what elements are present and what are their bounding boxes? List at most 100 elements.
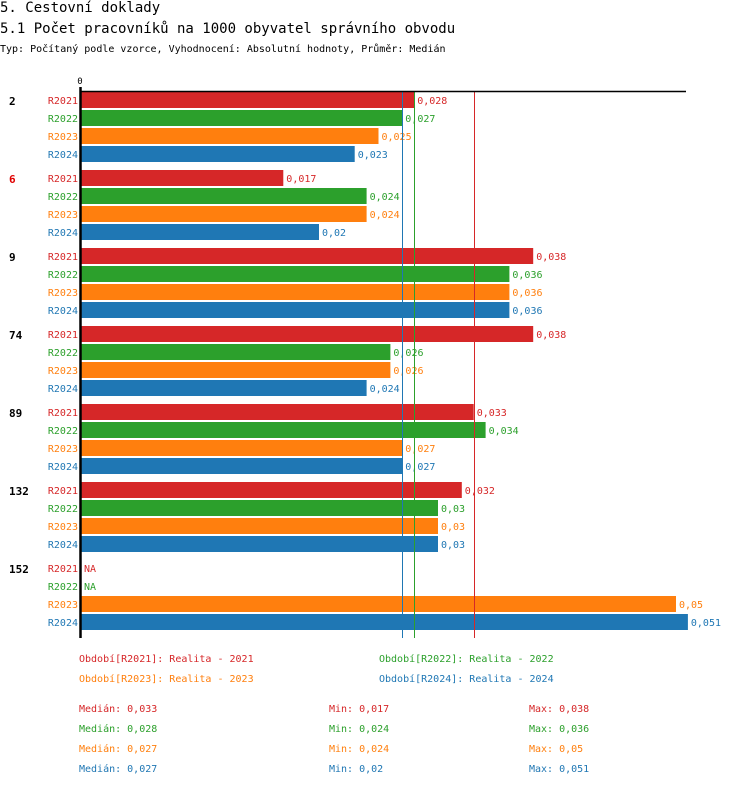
series-row-label: R2021 [48, 252, 78, 263]
stat-median-r2022: Medián: 0,028 [79, 724, 158, 735]
bar-r2023 [81, 284, 510, 300]
bar-value-label: 0,023 [358, 150, 388, 161]
series-row-label: R2022 [48, 504, 78, 515]
bar-value-label: 0,02 [322, 228, 346, 239]
bar-r2023 [81, 440, 403, 456]
bar-r2021 [81, 482, 462, 498]
bar-value-label: 0,027 [405, 444, 435, 455]
bar-value-label: 0,03 [441, 522, 465, 533]
bar-value-label: 0,024 [370, 210, 400, 221]
legend-item-r2024: Období[R2024]: Realita - 2024 [379, 674, 554, 685]
bar-value-label: 0,024 [370, 384, 400, 395]
series-row-label: R2023 [48, 522, 78, 533]
series-row-label: R2021 [48, 564, 78, 575]
series-row-label: R2024 [48, 384, 78, 395]
series-row-label: R2024 [48, 228, 78, 239]
stat-min-r2024: Min: 0,02 [329, 764, 384, 775]
category-label: 152 [9, 563, 29, 576]
legend-item-r2023: Období[R2023]: Realita - 2023 [79, 674, 254, 685]
series-row-label: R2023 [48, 288, 78, 299]
bar-r2021 [81, 404, 474, 420]
bar-value-label: 0,027 [405, 114, 435, 125]
stat-max-r2022: Max: 0,036 [529, 724, 590, 735]
series-row-label: R2022 [48, 114, 78, 125]
series-row-label: R2023 [48, 366, 78, 377]
bar-value-label: 0,027 [405, 462, 435, 473]
bar-r2022 [81, 422, 486, 438]
bar-r2024 [81, 614, 688, 630]
bar-r2022 [81, 110, 403, 126]
bar-value-label: 0,036 [512, 306, 542, 317]
bar-r2022 [81, 266, 510, 282]
bar-r2022 [81, 500, 438, 516]
series-row-label: R2022 [48, 426, 78, 437]
series-row-label: R2021 [48, 486, 78, 497]
stat-min-r2022: Min: 0,024 [329, 724, 390, 735]
series-row-label: R2021 [48, 174, 78, 185]
stat-median-r2023: Medián: 0,027 [79, 744, 158, 755]
bar-r2024 [81, 458, 403, 474]
series-row-label: R2022 [48, 270, 78, 281]
series-row-label: R2023 [48, 600, 78, 611]
chart-title: 5.1 Počet pracovníků na 1000 obyvatel sp… [0, 21, 456, 37]
stat-min-r2021: Min: 0,017 [329, 704, 390, 715]
bar-r2023 [81, 596, 676, 612]
bar-value-label: 0,028 [417, 96, 447, 107]
bar-r2021 [81, 170, 284, 186]
bar-r2024 [81, 536, 438, 552]
bar-r2022 [81, 344, 391, 360]
bar-value-label: 0,034 [489, 426, 519, 437]
series-row-label: R2024 [48, 150, 78, 161]
series-row-label: R2023 [48, 132, 78, 143]
stat-median-r2024: Medián: 0,027 [79, 764, 158, 775]
stat-max-r2023: Max: 0,05 [529, 744, 584, 755]
bar-r2024 [81, 302, 510, 318]
bar-value-label: 0,026 [393, 366, 423, 377]
stat-min-r2023: Min: 0,024 [329, 744, 390, 755]
bar-r2023 [81, 362, 391, 378]
series-row-label: R2024 [48, 618, 78, 629]
stat-max-r2021: Max: 0,038 [529, 704, 590, 715]
bar-value-label: 0,025 [382, 132, 412, 143]
bar-r2024 [81, 224, 319, 240]
bar-value-label: 0,033 [477, 408, 507, 419]
bar-r2023 [81, 518, 438, 534]
bar-value-label: 0,017 [286, 174, 316, 185]
x-tick-label: 0 [77, 77, 82, 87]
bar-r2021 [81, 92, 415, 108]
category-label: 74 [9, 329, 23, 342]
series-row-label: R2022 [48, 582, 78, 593]
series-row-label: R2024 [48, 540, 78, 551]
category-label: 6 [9, 173, 16, 186]
bar-r2023 [81, 206, 367, 222]
bar-r2021 [81, 248, 534, 264]
series-row-label: R2021 [48, 330, 78, 341]
stat-median-r2021: Medián: 0,033 [79, 704, 158, 715]
bar-value-label: 0,03 [441, 504, 465, 515]
category-label: 132 [9, 485, 29, 498]
bar-value-label: 0,036 [512, 288, 542, 299]
bar-value-label: 0,026 [393, 348, 423, 359]
bar-value-label: 0,051 [691, 618, 721, 629]
category-label: 9 [9, 251, 16, 264]
series-row-label: R2023 [48, 444, 78, 455]
series-row-label: R2022 [48, 192, 78, 203]
page-title: 5. Cestovní doklady [0, 0, 161, 16]
bar-value-label: NA [84, 582, 96, 593]
series-row-label: R2022 [48, 348, 78, 359]
bar-value-label: NA [84, 564, 96, 575]
chart-info: Typ: Počítaný podle vzorce, Vyhodnocení:… [0, 44, 446, 55]
series-row-label: R2021 [48, 96, 78, 107]
bar-r2024 [81, 146, 355, 162]
bar-r2024 [81, 380, 367, 396]
bar-value-label: 0,032 [465, 486, 495, 497]
bar-r2023 [81, 128, 379, 144]
legend-item-r2021: Období[R2021]: Realita - 2021 [79, 654, 254, 665]
category-label: 2 [9, 95, 16, 108]
bar-value-label: 0,03 [441, 540, 465, 551]
stat-max-r2024: Max: 0,051 [529, 764, 590, 775]
bar-value-label: 0,024 [370, 192, 400, 203]
bar-r2022 [81, 188, 367, 204]
bar-value-label: 0,038 [536, 252, 566, 263]
